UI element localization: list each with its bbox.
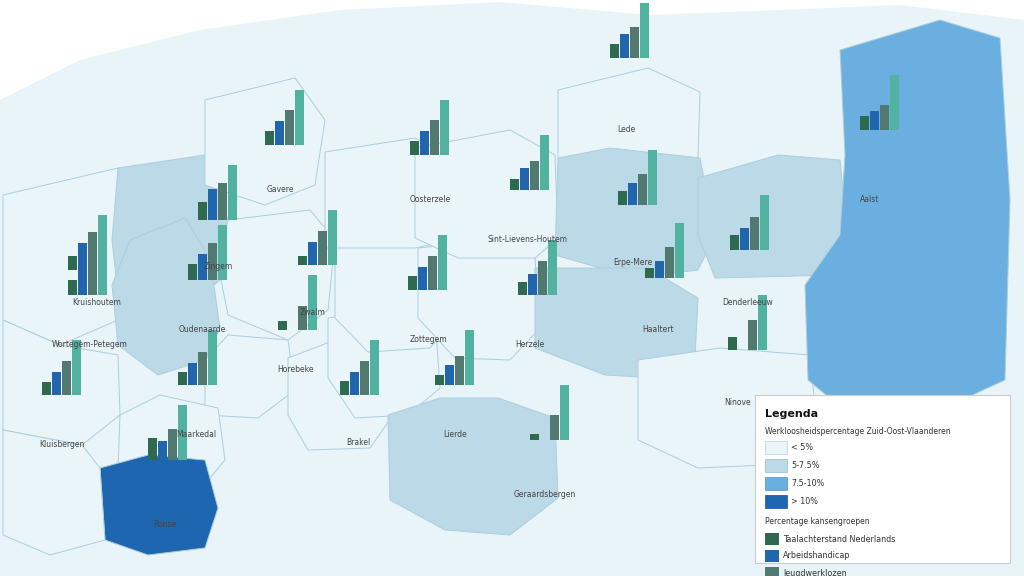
Bar (148, 438, 157, 460)
Text: < 5%: < 5% (791, 443, 813, 452)
Text: Oudenaarde: Oudenaarde (178, 325, 225, 334)
Bar (198, 255, 207, 280)
Bar (178, 372, 187, 385)
Text: Arbeidshandicap: Arbeidshandicap (783, 551, 851, 560)
Bar (168, 429, 177, 460)
Text: Werkloosheidspercentage Zuid-Oost-Vlaanderen: Werkloosheidspercentage Zuid-Oost-Vlaand… (765, 427, 950, 436)
Text: Haaltert: Haaltert (642, 325, 674, 334)
Bar (520, 168, 529, 190)
Text: Oosterzele: Oosterzele (410, 195, 451, 204)
Text: Sint-Lievens-Houtem: Sint-Lievens-Houtem (488, 235, 568, 244)
Bar (178, 405, 187, 460)
Bar (218, 225, 227, 280)
Text: Brakel: Brakel (346, 438, 370, 447)
Polygon shape (205, 78, 325, 205)
FancyBboxPatch shape (755, 395, 1010, 563)
Bar (428, 256, 437, 290)
Text: > 10%: > 10% (791, 497, 818, 506)
Bar (655, 261, 664, 278)
Polygon shape (218, 210, 335, 340)
Bar (765, 533, 779, 545)
Bar (408, 276, 417, 290)
Bar (78, 242, 87, 270)
Bar (880, 105, 889, 130)
Bar (765, 441, 787, 454)
Bar (765, 550, 779, 562)
Bar (350, 372, 359, 395)
Text: Zingem: Zingem (204, 262, 232, 271)
Bar (318, 230, 327, 265)
Text: Kruishoutem: Kruishoutem (73, 298, 122, 307)
Bar (518, 282, 527, 295)
Bar (540, 135, 549, 190)
Bar (560, 385, 569, 440)
Text: 5-7.5%: 5-7.5% (791, 461, 819, 470)
Polygon shape (118, 395, 225, 490)
Bar (360, 361, 369, 395)
Polygon shape (335, 228, 455, 352)
Bar (765, 459, 787, 472)
Text: Percentage kansengroepen: Percentage kansengroepen (765, 517, 869, 526)
Bar (228, 165, 237, 220)
Bar (42, 382, 51, 395)
Text: Legenda: Legenda (765, 409, 818, 419)
Text: Ninove: Ninove (725, 398, 752, 407)
Bar (760, 195, 769, 250)
Bar (418, 267, 427, 290)
Bar (435, 375, 444, 385)
Text: Erpe-Mere: Erpe-Mere (613, 258, 652, 267)
Text: Lede: Lede (616, 125, 635, 134)
Text: Ronse: Ronse (154, 520, 176, 529)
Polygon shape (288, 340, 398, 450)
Polygon shape (535, 268, 698, 378)
Text: Zwalm: Zwalm (300, 308, 326, 317)
Polygon shape (112, 155, 228, 310)
Text: Horebeke: Horebeke (278, 365, 314, 374)
Polygon shape (418, 240, 540, 360)
Polygon shape (558, 68, 700, 180)
Text: Gavere: Gavere (266, 185, 294, 194)
Bar (730, 236, 739, 250)
Bar (640, 3, 649, 58)
Bar (88, 260, 97, 295)
Bar (285, 109, 294, 145)
Polygon shape (638, 348, 818, 468)
Polygon shape (3, 168, 130, 345)
Bar (765, 477, 787, 490)
Text: Aalst: Aalst (860, 195, 880, 204)
Bar (340, 381, 349, 395)
Bar (410, 141, 419, 155)
Bar (208, 330, 217, 385)
Bar (98, 215, 106, 270)
Bar (630, 27, 639, 58)
Polygon shape (3, 320, 120, 445)
Bar (638, 174, 647, 205)
Bar (68, 280, 77, 295)
Bar (648, 150, 657, 205)
Bar (278, 321, 287, 330)
Bar (728, 338, 737, 350)
Bar (438, 235, 447, 290)
Bar (765, 495, 787, 508)
Bar (72, 340, 81, 395)
Polygon shape (3, 430, 105, 555)
Bar (218, 183, 227, 220)
Bar (530, 434, 539, 440)
Polygon shape (112, 218, 220, 375)
Polygon shape (328, 308, 440, 418)
Text: 7.5-10%: 7.5-10% (791, 479, 824, 488)
Bar (618, 191, 627, 205)
Bar (628, 183, 637, 205)
Polygon shape (698, 155, 848, 278)
Bar (188, 263, 197, 280)
Bar (298, 256, 307, 265)
Bar (208, 189, 217, 220)
Bar (98, 240, 106, 295)
Bar (158, 441, 167, 460)
Bar (675, 223, 684, 278)
Bar (758, 295, 767, 350)
Bar (765, 567, 779, 576)
Bar (870, 111, 879, 130)
Text: Jeugdwerklozen: Jeugdwerklozen (783, 569, 847, 576)
